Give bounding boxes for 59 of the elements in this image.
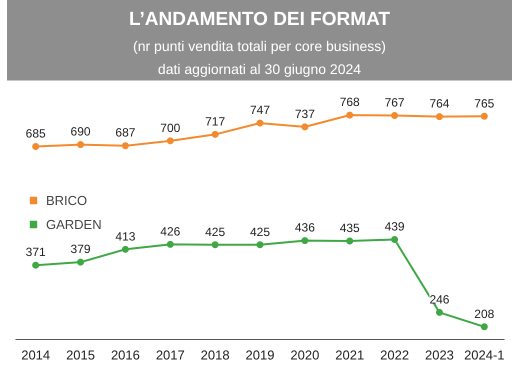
x-tick-label: 2022 [380, 348, 410, 362]
data-label: 764 [429, 96, 450, 111]
point [256, 120, 264, 127]
x-tick-label: 2019 [246, 348, 274, 362]
point [436, 308, 443, 316]
data-label: 208 [474, 306, 495, 321]
point [346, 238, 354, 244]
point [212, 130, 219, 138]
data-label: 768 [340, 95, 360, 110]
x-tick-label: 2014 [21, 348, 50, 362]
point [480, 323, 488, 330]
point [166, 240, 174, 248]
data-label: 717 [205, 114, 226, 128]
point [391, 236, 398, 243]
point [166, 137, 174, 144]
data-label: 379 [70, 242, 91, 256]
data-label: 371 [26, 245, 46, 260]
legend-label: BRICO [46, 192, 88, 208]
data-label: 436 [294, 220, 316, 235]
point [301, 237, 308, 244]
x-tick-label: 2017 [156, 348, 185, 362]
data-label: 700 [160, 120, 181, 135]
data-label: 413 [115, 229, 136, 244]
point [77, 258, 84, 266]
legend-label: GARDEN [46, 216, 102, 232]
point [77, 141, 84, 148]
data-label: 690 [70, 124, 91, 139]
data-label: 737 [294, 106, 316, 121]
point [301, 123, 308, 130]
x-tick-label: 2018 [200, 348, 230, 362]
data-label: 425 [205, 224, 226, 239]
data-label: 767 [384, 96, 405, 110]
point [32, 262, 40, 269]
x-tick-label: 2023 [424, 348, 454, 362]
x-tick-label: 2015 [66, 348, 96, 362]
point [480, 112, 488, 120]
data-label: 747 [250, 103, 270, 118]
data-label: 685 [26, 126, 46, 141]
chart-title: L’ANDAMENTO DEI FORMAT [128, 8, 392, 32]
point [256, 241, 264, 248]
data-label: 765 [474, 96, 495, 110]
data-label: 439 [384, 219, 405, 234]
point [32, 143, 40, 150]
data-label: 425 [250, 224, 270, 239]
data-label: 426 [160, 224, 181, 238]
point [212, 241, 219, 248]
chart-subtitle: (nr punti vendita totali per core business) dati aggiornati al 30 giugno 2024 [132, 37, 387, 80]
x-tick-label: 2020 [290, 348, 320, 362]
data-label: 435 [340, 221, 360, 235]
x-tick-label: 2021 [335, 348, 364, 362]
x-tick-label: 2024-1 [464, 348, 505, 362]
x-tick-label: 2016 [110, 348, 140, 362]
data-label: 687 [115, 126, 136, 140]
point [122, 142, 129, 150]
data-label: 246 [429, 292, 450, 306]
point [122, 246, 129, 253]
point [391, 112, 398, 120]
point [346, 112, 354, 119]
point [436, 113, 443, 120]
